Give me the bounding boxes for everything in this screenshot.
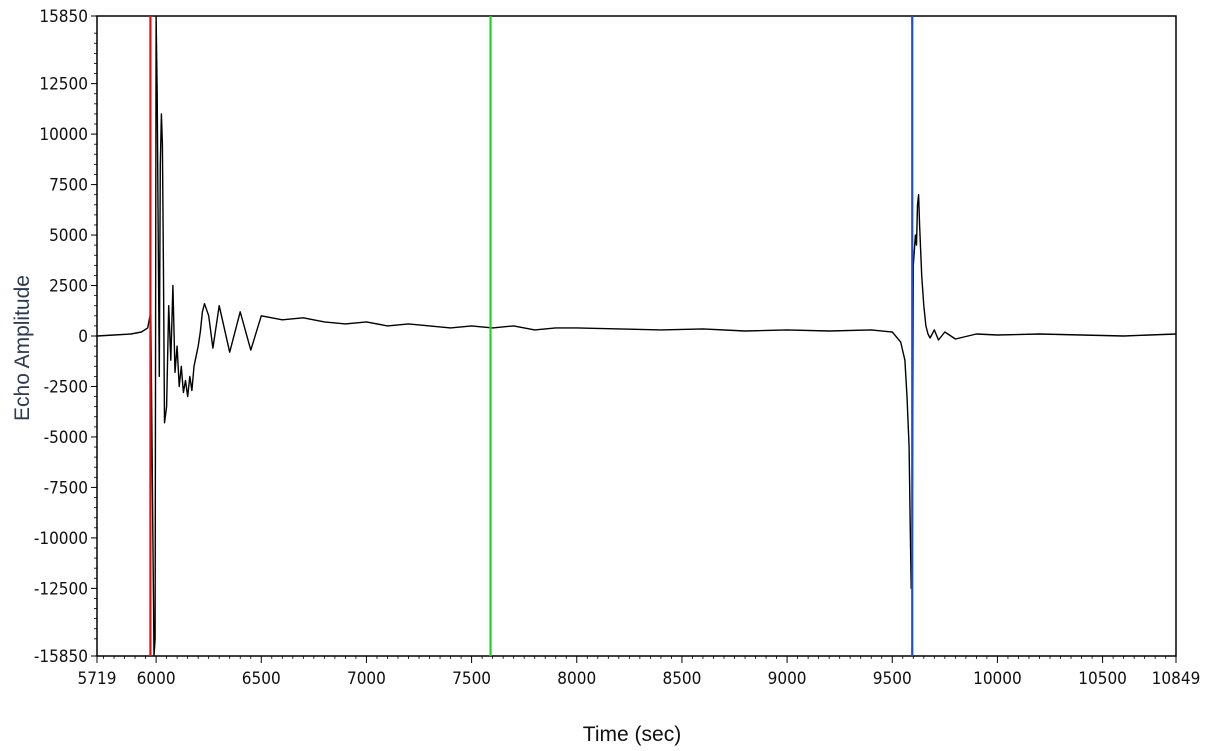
x-axis-title: Time (sec)	[583, 723, 681, 746]
y-tick-label: -2500	[44, 377, 88, 397]
x-axis: 5719 6000 6500 7000 7500 8000 8500 9000 9500 1000…	[78, 656, 1201, 689]
plot-area-frame	[96, 15, 1177, 657]
y-tick-label: 2500	[49, 277, 88, 297]
y-tick-label: 7500	[49, 176, 88, 196]
x-tick-label: 8000	[557, 669, 596, 689]
y-axis-title: Echo Amplitude	[11, 275, 34, 421]
series-layer	[97, 16, 1176, 656]
x-tick-label: 6000	[137, 669, 176, 689]
x-tick-label: 7500	[452, 669, 491, 689]
y-tick-label: 0	[78, 327, 88, 347]
y-tick-label: 10000	[39, 125, 88, 145]
y-tick-label: -12500	[34, 579, 88, 599]
y-tick-label: 5000	[49, 226, 88, 246]
x-tick-label: 5719	[78, 669, 117, 689]
y-axis: 15850 12500 10000 7500 5000 2500 0 -2500 -5000 -7…	[34, 7, 97, 667]
x-tick-label: 10500	[1078, 669, 1127, 689]
x-tick-label: 7000	[347, 669, 386, 689]
x-tick-label: 6500	[242, 669, 281, 689]
cursor-layer	[149, 16, 914, 656]
x-tick-label: 8500	[662, 669, 701, 689]
x-tick-label: 9000	[768, 669, 807, 689]
x-tick-label: 10849	[1152, 669, 1201, 689]
y-tick-label: -10000	[34, 529, 88, 549]
y-tick-label: 15850	[39, 7, 88, 27]
y-tick-label: -5000	[44, 428, 88, 448]
y-tick-label: -7500	[44, 478, 88, 498]
x-tick-label: 10000	[973, 669, 1022, 689]
series-line-1	[97, 16, 1176, 656]
y-tick-label: 12500	[39, 75, 88, 95]
y-tick-label: -15850	[34, 647, 88, 667]
x-tick-label: 9500	[873, 669, 912, 689]
